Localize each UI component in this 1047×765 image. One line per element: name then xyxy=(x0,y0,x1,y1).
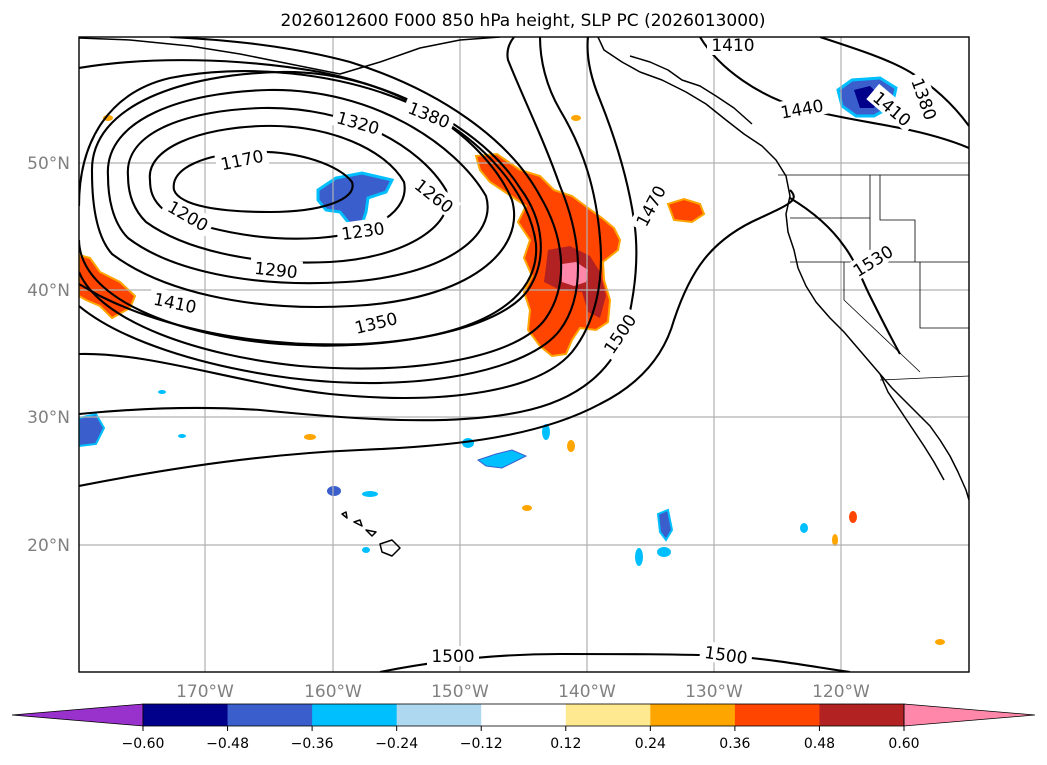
negative-spot-i xyxy=(158,390,166,394)
hawaii-island-2 xyxy=(365,529,377,537)
lon-label-170w: 170°W xyxy=(176,682,234,702)
longitude-labels: 170°W 160°W 150°W 140°W 130°W 120°W xyxy=(176,682,870,702)
contour-1290 xyxy=(90,70,516,309)
colorbar-segment xyxy=(819,704,905,726)
label-1410-north: 1410 xyxy=(711,36,754,56)
colorbar-segment xyxy=(734,704,820,726)
colorbar-segment xyxy=(396,704,482,726)
lat-label-50n: 50°N xyxy=(27,154,70,174)
label-1290: 1290 xyxy=(253,259,298,283)
negative-spot-g xyxy=(800,523,808,533)
coastlines xyxy=(79,37,969,557)
negative-spot-b xyxy=(362,491,378,497)
contour-north-east-2 xyxy=(819,37,969,127)
contour-1230 xyxy=(126,106,449,264)
colorbar-segment xyxy=(312,704,398,726)
label-1500-south-a: 1500 xyxy=(431,647,474,667)
colorbar-tick-label: 0.24 xyxy=(635,736,666,752)
lon-label-120w: 120°W xyxy=(812,682,870,702)
positive-spot-d xyxy=(522,505,532,511)
negative-spot-j xyxy=(178,434,186,438)
positive-spot-a xyxy=(571,115,581,121)
negative-field-south-a xyxy=(476,449,528,469)
negative-spot-h xyxy=(362,547,370,553)
lon-label-150w: 150°W xyxy=(431,682,489,702)
chart-title: 2026012600 F000 850 hPa height, SLP PC (… xyxy=(281,11,766,31)
colorbar-segment xyxy=(143,704,229,726)
contour-1380 xyxy=(79,37,563,370)
height-contours xyxy=(79,37,969,672)
positive-spot-b xyxy=(567,440,575,452)
baja-coast xyxy=(879,373,945,481)
negative-spot-d xyxy=(542,424,550,440)
north-america-coast xyxy=(597,37,969,501)
contour-1320 xyxy=(79,70,538,346)
colorbar-tick-label: −0.36 xyxy=(291,736,334,752)
negative-spot-f xyxy=(657,547,671,557)
lat-label-30n: 30°N xyxy=(27,408,70,428)
colorbar-tick-label: −0.24 xyxy=(375,736,418,752)
positive-field-west-edge xyxy=(79,253,137,320)
positive-spot-f xyxy=(832,534,838,546)
us-mexico-border xyxy=(879,375,969,381)
positive-spot-e xyxy=(849,511,857,523)
negative-spot-e xyxy=(635,548,643,566)
alaska-coast xyxy=(79,37,501,75)
contour-north-east xyxy=(699,37,969,149)
colorbar-tick-label: 0.12 xyxy=(550,736,581,752)
lon-label-140w: 140°W xyxy=(558,682,616,702)
negative-spot-a xyxy=(327,486,341,496)
colorbar-tick-label: −0.48 xyxy=(206,736,249,752)
gridlines xyxy=(79,37,969,672)
colorbar-segment xyxy=(565,704,651,726)
negative-field-west-edge xyxy=(79,412,106,448)
colorbar-extend-low xyxy=(11,703,144,727)
colorbar-tick-label: 0.48 xyxy=(804,736,835,752)
colorbar-tick-label: −0.12 xyxy=(460,736,503,752)
contour-1470 xyxy=(79,37,638,422)
contour-1410 xyxy=(79,37,579,385)
map-frame xyxy=(78,36,970,673)
colorbar-frame xyxy=(142,703,905,727)
contour-1350 xyxy=(79,59,542,347)
contour-1500 xyxy=(79,189,795,488)
lat-label-40n: 40°N xyxy=(27,281,70,301)
contour-1170 xyxy=(172,150,354,214)
colorbar-segment xyxy=(650,704,736,726)
positive-field-east xyxy=(666,197,706,224)
positive-field-pink xyxy=(562,262,588,286)
colorbar-tick-label: 0.60 xyxy=(888,736,919,752)
negative-field-south-b xyxy=(656,508,674,542)
hawaii-island-4 xyxy=(341,511,348,519)
latitude-labels: 50°N 40°N 30°N 20°N xyxy=(27,154,70,556)
colorbar-segment xyxy=(227,704,313,726)
colorbar-tick-label: −0.60 xyxy=(122,736,165,752)
colorbar: −0.60 −0.48 −0.36 −0.24 −0.12 0.12 0.24 0.36 0.4… xyxy=(11,703,1036,752)
hawaii-island-1 xyxy=(379,539,401,557)
colorbar-extend-high xyxy=(903,703,1036,727)
contour-1260 xyxy=(106,88,489,285)
positive-spot-g xyxy=(935,639,945,645)
colorbar-tick-label: 0.36 xyxy=(719,736,750,752)
lat-label-20n: 20°N xyxy=(27,536,70,556)
hawaii-island-3 xyxy=(353,519,363,527)
map-area: 1170 1200 1230 1260 1290 1320 1350 1380 … xyxy=(79,36,969,672)
canada-islands xyxy=(629,55,753,125)
positive-spot-c xyxy=(304,434,316,440)
contour-1440 xyxy=(79,37,603,399)
colorbar-segment xyxy=(481,704,567,726)
lon-label-160w: 160°W xyxy=(304,682,362,702)
lon-label-130w: 130°W xyxy=(685,682,743,702)
